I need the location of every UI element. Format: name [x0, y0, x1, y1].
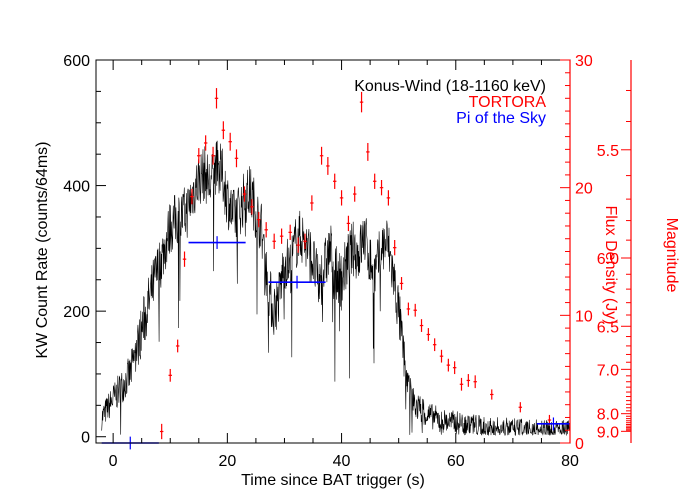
magnitude-tick-label: 5.5 — [597, 143, 619, 160]
magnitude-tick-label: 6.0 — [597, 251, 619, 268]
tortora-point — [432, 338, 437, 352]
tortora-point — [518, 402, 523, 413]
tortora-point — [264, 222, 268, 238]
tortora-point — [490, 389, 494, 400]
x-tick-label: 20 — [218, 453, 236, 470]
tortora-point — [452, 361, 457, 375]
y-axis-label-magnitude: Magnitude — [663, 218, 680, 293]
pi-of-the-sky-point — [268, 275, 326, 289]
x-tick-label: 0 — [109, 453, 118, 470]
magnitude-tick-label: 6.5 — [597, 319, 619, 336]
flux-tick-label: 20 — [575, 181, 593, 198]
tortora-point — [257, 211, 261, 228]
tortora-point — [413, 303, 417, 317]
axes: 0 20 40 60 80020040060001020305.56.06.57.08.… — [63, 53, 632, 470]
tortora-point — [333, 173, 337, 189]
tortora-point — [426, 328, 431, 341]
pi-of-the-sky-point — [188, 236, 246, 249]
tortora-point — [359, 91, 364, 113]
tortora-point — [190, 188, 194, 205]
tortora-point — [303, 233, 307, 249]
tortora-point — [203, 135, 208, 151]
tortora-point — [279, 228, 284, 244]
tortora-point — [242, 186, 247, 202]
y-tick-label-left: 0 — [81, 430, 90, 447]
tortora-point — [473, 375, 477, 389]
y-tick-label-left: 600 — [63, 53, 90, 70]
tortora-point — [182, 251, 187, 267]
tortora-point — [366, 142, 370, 161]
legend-pi-of-the-sky: Pi of the Sky — [456, 110, 546, 127]
magnitude-tick-label: 8.0 — [597, 407, 619, 424]
konus-wind-series — [101, 140, 571, 436]
tortora-point — [439, 349, 444, 363]
tortora-point — [197, 148, 201, 164]
y-axis-label-flux: Flux Density (Jy) — [602, 205, 619, 324]
tortora-point — [339, 190, 344, 206]
tortora-point — [399, 277, 404, 290]
tortora-point — [159, 423, 164, 440]
tortora-point — [175, 339, 180, 353]
x-tick-label: 60 — [447, 453, 465, 470]
tortora-point — [234, 149, 239, 168]
tortora-point — [372, 173, 377, 189]
y-tick-label-left: 200 — [63, 304, 90, 321]
tortora-point — [250, 199, 254, 215]
y-axis-label-left: KW Count Rate (counts/64ms) — [34, 142, 51, 359]
x-axis-label: Time since BAT trigger (s) — [241, 472, 425, 489]
tortora-point — [168, 368, 172, 382]
tortora-point — [214, 88, 219, 109]
magnitude-tick-label: 7.0 — [597, 362, 619, 379]
tortora-point — [211, 146, 215, 165]
flux-tick-label: 10 — [575, 308, 593, 325]
konus-wind-light-curve — [101, 140, 571, 436]
x-tick-label: 80 — [561, 453, 579, 470]
tortora-point — [392, 240, 397, 256]
tortora-point — [419, 319, 424, 332]
tortora-point — [446, 358, 451, 372]
legend-konus-wind: Konus-Wind (18-1160 keV) — [354, 78, 546, 95]
tortora-point — [406, 302, 411, 316]
tortora-point — [352, 186, 357, 202]
y-tick-label-left: 400 — [63, 179, 90, 196]
legend-tortora: TORTORA — [469, 94, 547, 111]
tortora-point — [221, 121, 226, 140]
flux-tick-label: 0 — [575, 436, 584, 453]
tortora-series — [159, 88, 552, 440]
flux-tick-label: 30 — [575, 53, 593, 70]
pi-of-the-sky-point — [536, 417, 570, 431]
tortora-point — [288, 224, 292, 241]
tortora-point — [459, 377, 464, 391]
tortora-point — [319, 146, 324, 165]
tortora-point — [326, 157, 330, 175]
tortora-point — [310, 195, 314, 211]
tortora-point — [296, 237, 300, 253]
tortora-point — [386, 190, 391, 206]
tortora-point — [228, 132, 232, 151]
tortora-point — [379, 180, 384, 196]
tortora-point — [466, 374, 471, 387]
x-tick-label: 40 — [333, 453, 351, 470]
tortora-point — [272, 233, 276, 249]
magnitude-tick-label: 9.0 — [597, 424, 619, 441]
tortora-point — [346, 215, 351, 232]
